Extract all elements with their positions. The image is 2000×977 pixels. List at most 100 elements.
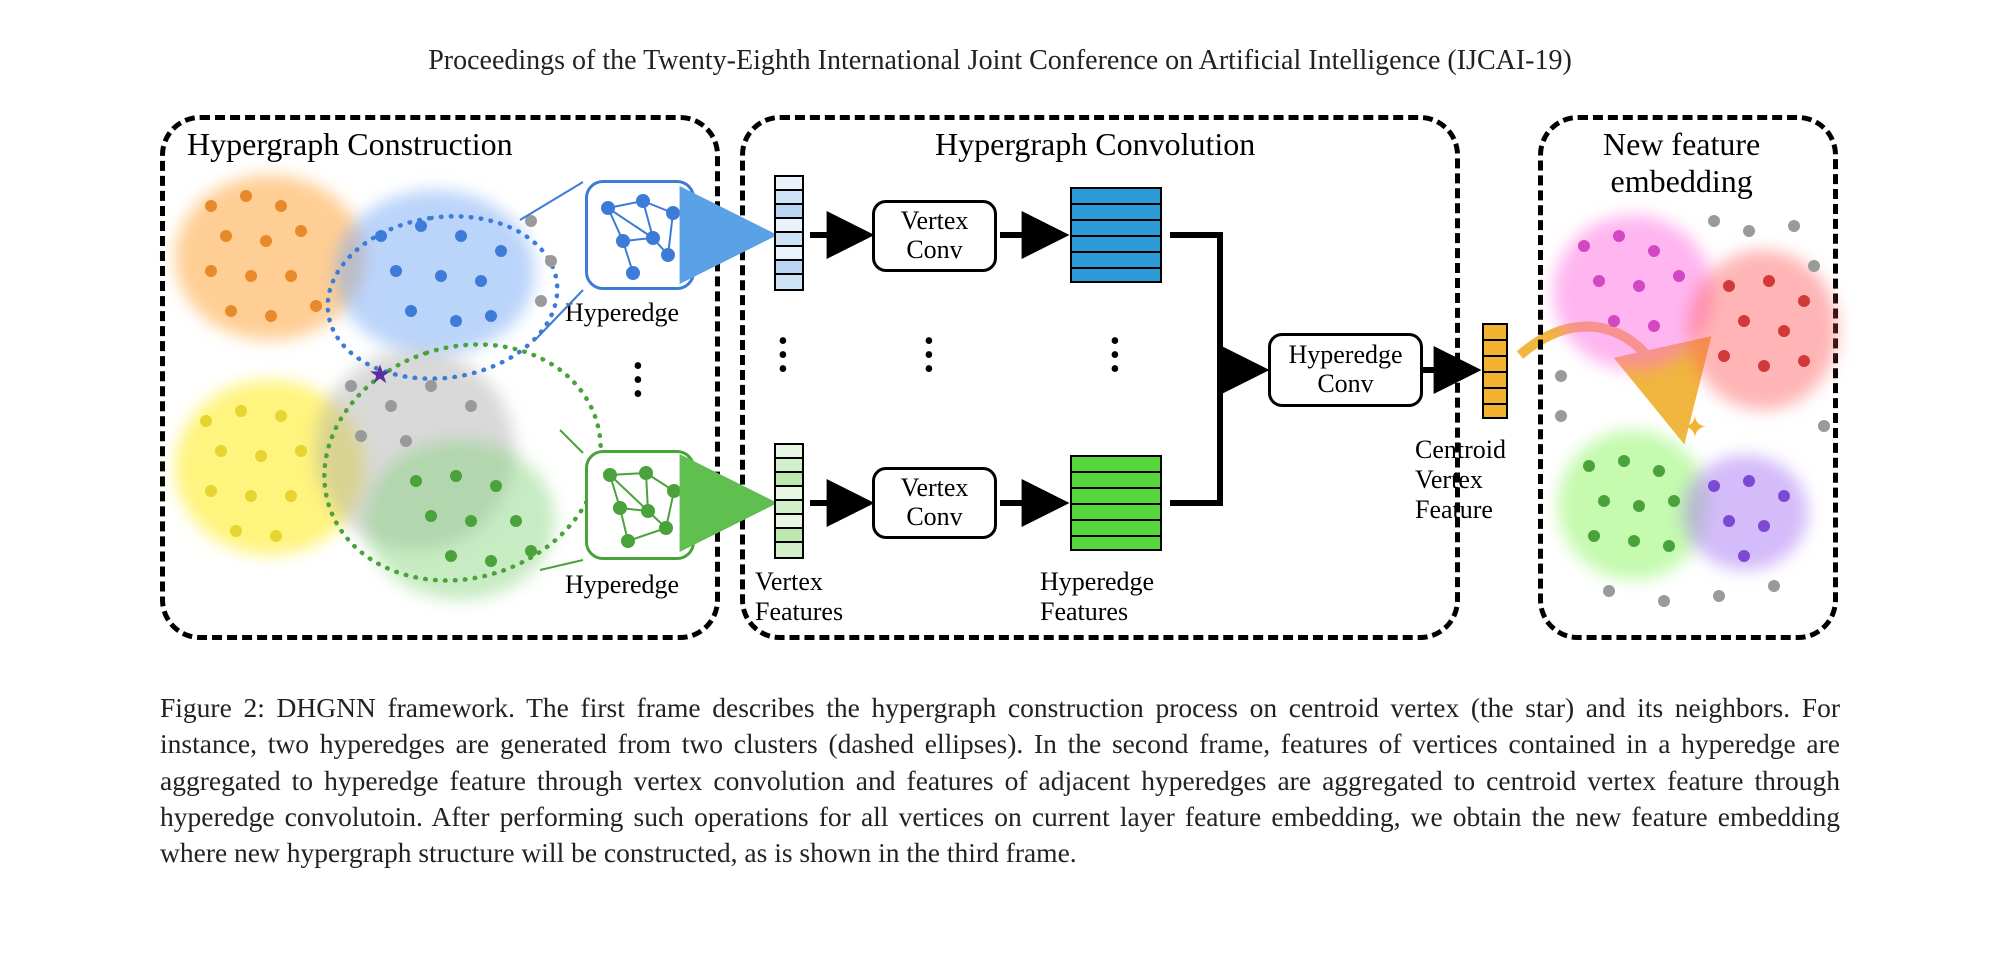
dot <box>1758 520 1770 532</box>
dot <box>285 490 297 502</box>
dot <box>1633 280 1645 292</box>
dot <box>1555 410 1567 422</box>
dot <box>285 270 297 282</box>
dot <box>485 555 497 567</box>
lbl: New feature <box>1603 126 1760 162</box>
dot <box>1593 275 1605 287</box>
dot <box>445 550 457 562</box>
panel-new-feature-embedding: New feature embedding ✦ <box>1538 115 1838 640</box>
vertex-conv-box-1: Vertex Conv <box>872 200 997 272</box>
dot <box>260 235 272 247</box>
vertex-feature-col-green <box>774 443 804 559</box>
dot <box>205 265 217 277</box>
dot <box>225 305 237 317</box>
vertical-dots-icon: ••• <box>778 335 788 377</box>
panel3-title: New feature embedding <box>1603 126 1760 200</box>
dot <box>1658 595 1670 607</box>
hyperedge-conv-l2: Conv <box>1317 370 1373 399</box>
dot <box>215 445 227 457</box>
dot <box>275 410 287 422</box>
dot <box>1768 580 1780 592</box>
dot <box>1738 315 1750 327</box>
vertex-features-label: Vertex Features <box>755 567 843 627</box>
dot <box>425 510 437 522</box>
dot <box>1618 455 1630 467</box>
dot <box>265 310 277 322</box>
dot <box>1668 495 1680 507</box>
dot <box>495 245 507 257</box>
dot <box>525 545 537 557</box>
dot <box>490 480 502 492</box>
lbl: Features <box>755 597 843 626</box>
dot <box>410 475 422 487</box>
hyperedge-conv-l1: Hyperedge <box>1288 341 1402 370</box>
dot <box>1583 460 1595 472</box>
panel1-title: Hypergraph Construction <box>187 126 513 163</box>
dot <box>235 405 247 417</box>
dot <box>1648 320 1660 332</box>
dot <box>205 200 217 212</box>
dot <box>1598 495 1610 507</box>
dot <box>1778 325 1790 337</box>
dot <box>1788 220 1800 232</box>
dot <box>230 525 242 537</box>
lbl: Features <box>1040 597 1128 626</box>
dot <box>1713 590 1725 602</box>
panel2-title: Hypergraph Convolution <box>935 126 1255 163</box>
lbl: Vertex <box>1415 465 1483 494</box>
lbl: embedding <box>1611 163 1753 199</box>
dot <box>1778 490 1790 502</box>
dot <box>475 275 487 287</box>
lbl: Vertex <box>755 567 823 596</box>
dot <box>1628 535 1640 547</box>
dot <box>345 380 357 392</box>
dot <box>435 270 447 282</box>
panel-hypergraph-construction: Hypergraph Construction ★ <box>160 115 720 640</box>
dot <box>390 265 402 277</box>
dot <box>425 380 437 392</box>
hyperedge-features-label: Hyperedge Features <box>1040 567 1154 627</box>
vertex-conv-l1: Vertex <box>901 207 969 236</box>
vertical-dots-icon: ••• <box>1110 335 1120 377</box>
dot <box>1743 475 1755 487</box>
dot <box>385 400 397 412</box>
dot <box>1613 230 1625 242</box>
dot <box>525 215 537 227</box>
dot <box>205 485 217 497</box>
hyperedge-label-2: Hyperedge <box>565 570 679 600</box>
hyperedge-label-1: Hyperedge <box>565 298 679 328</box>
vertex-conv-l1: Vertex <box>901 474 969 503</box>
dot <box>1763 275 1775 287</box>
vertex-conv-l2: Conv <box>906 236 962 265</box>
centroid-vertex-feature-stack <box>1482 323 1508 419</box>
dot <box>1758 360 1770 372</box>
cluster-graph-green <box>585 450 695 560</box>
dot <box>455 230 467 242</box>
dot <box>1648 245 1660 257</box>
dot <box>400 435 412 447</box>
dot <box>1738 550 1750 562</box>
dot <box>240 190 252 202</box>
dot <box>510 515 522 527</box>
dot <box>1673 270 1685 282</box>
dot <box>1798 295 1810 307</box>
dot <box>1633 500 1645 512</box>
dot <box>1708 480 1720 492</box>
dot <box>1555 370 1567 382</box>
hyperedge-conv-box: Hyperedge Conv <box>1268 333 1423 407</box>
dot <box>1603 585 1615 597</box>
centroid-vertex-feature-label: Centroid Vertex Feature <box>1415 435 1506 525</box>
vertical-dots-icon: ••• <box>633 360 643 402</box>
dot <box>375 230 387 242</box>
dot <box>310 300 322 312</box>
dot <box>450 315 462 327</box>
vertical-dots-icon: ••• <box>924 335 934 377</box>
dot <box>545 255 557 267</box>
figure: Hypergraph Construction ★ <box>160 115 1840 655</box>
dot <box>465 515 477 527</box>
dot <box>270 530 282 542</box>
lbl: Centroid <box>1415 435 1506 464</box>
dot <box>1718 350 1730 362</box>
dot <box>1808 260 1820 272</box>
dot <box>1653 465 1665 477</box>
